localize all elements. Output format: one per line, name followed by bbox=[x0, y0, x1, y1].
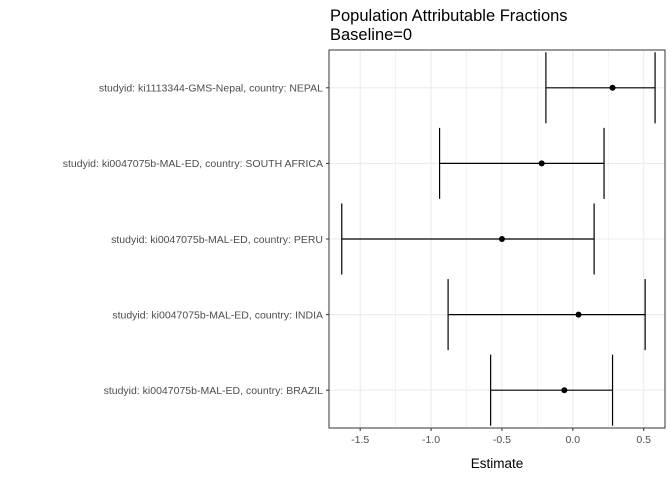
estimate-row bbox=[341, 203, 595, 275]
y-tick-label: studyid: ki0047075b-MAL-ED, country: BRA… bbox=[104, 385, 324, 397]
estimate-point bbox=[561, 387, 568, 394]
chart-subtitle: Baseline=0 bbox=[330, 26, 412, 44]
y-tick-label: studyid: ki0047075b-MAL-ED, country: IND… bbox=[112, 309, 323, 321]
x-axis: -1.5 -1.0 -0.5 0.0 0.5 bbox=[351, 428, 651, 446]
estimate-point bbox=[609, 84, 616, 91]
estimate-row bbox=[490, 354, 614, 426]
x-tick-label: 0.5 bbox=[636, 434, 651, 446]
estimate-row bbox=[447, 279, 646, 351]
x-axis-title: Estimate bbox=[471, 456, 524, 471]
estimate-point bbox=[575, 311, 582, 318]
x-tick-label: 0.0 bbox=[566, 434, 581, 446]
x-tick-label: -1.0 bbox=[422, 434, 440, 446]
estimate-row bbox=[438, 127, 605, 199]
y-tick-label: studyid: ki0047075b-MAL-ED, country: PER… bbox=[111, 234, 323, 246]
y-tick-label: studyid: ki0047075b-MAL-ED, country: SOU… bbox=[63, 158, 323, 170]
x-tick-label: -1.5 bbox=[351, 434, 369, 446]
estimate-row bbox=[545, 52, 656, 124]
estimate-point bbox=[498, 236, 505, 242]
category-labels: studyid: ki1113344-GMS-Nepal, country: N… bbox=[63, 83, 329, 397]
y-tick-label: studyid: ki1113344-GMS-Nepal, country: N… bbox=[99, 83, 323, 95]
x-tick-label: -0.5 bbox=[493, 434, 511, 446]
estimate-marks bbox=[341, 52, 656, 426]
chart-title: Population Attributable Fractions bbox=[330, 7, 568, 25]
estimate-point bbox=[538, 160, 545, 167]
